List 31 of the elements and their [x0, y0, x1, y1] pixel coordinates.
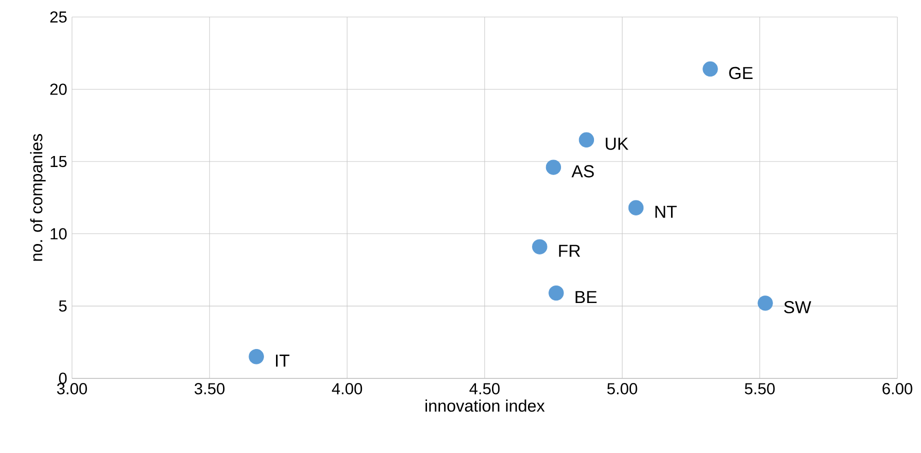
- y-tick-label: 25: [50, 11, 67, 23]
- y-tick-label: 20: [50, 84, 67, 95]
- x-tick-label: 6.00: [882, 383, 912, 394]
- y-tick-label: 10: [50, 228, 67, 240]
- point: [248, 349, 264, 364]
- annotation: UK: [606, 138, 628, 150]
- annotation: AS: [572, 165, 594, 178]
- y-tick-label: 5: [59, 300, 67, 312]
- point: [532, 239, 548, 254]
- x-tick-label: 5.50: [744, 383, 775, 394]
- annotation: FR: [559, 244, 580, 257]
- point: [628, 200, 644, 216]
- x-tick-label: 4.00: [332, 383, 362, 394]
- annotation: IT: [276, 354, 290, 367]
- point: [758, 296, 773, 311]
- point: [546, 160, 562, 175]
- y-tick-label: 15: [50, 156, 67, 168]
- y-axis-title: no. of companies: [30, 134, 46, 261]
- x-tick-label: 4.50: [469, 383, 500, 394]
- point: [548, 285, 564, 301]
- x-tick-label: 5.00: [607, 383, 638, 394]
- annotation: BE: [576, 291, 597, 304]
- x-axis-title: innovation index: [426, 400, 545, 412]
- point: [702, 61, 718, 77]
- y-tick-label: 0: [59, 372, 67, 384]
- point: [578, 132, 594, 148]
- x-tick-label: 3.00: [57, 383, 87, 394]
- annotation: SW: [784, 301, 812, 314]
- x-tick-label: 3.50: [194, 383, 225, 394]
- annotation: NT: [655, 206, 677, 218]
- annotation: GE: [729, 66, 753, 80]
